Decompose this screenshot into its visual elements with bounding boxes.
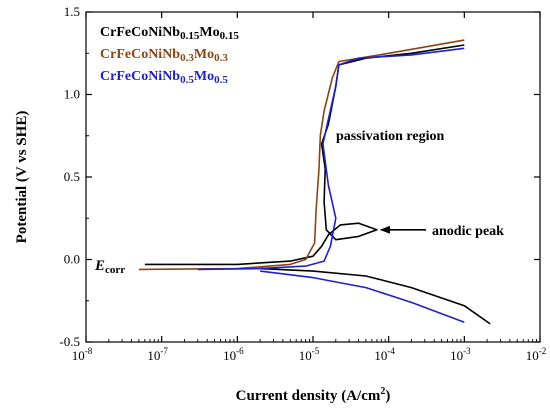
ecorr-subscript: corr: [105, 264, 125, 276]
legend: CrFeCoNiNb0.15Mo0.15 CrFeCoNiNb0.3Mo0.3 Cr…: [100, 25, 239, 86]
x-tick-label: 10-7: [147, 346, 168, 363]
x-tick-label: 10-6: [223, 346, 244, 363]
x-tick-label: 10-4: [374, 346, 395, 363]
x-axis-label-superscript: 2: [380, 386, 385, 397]
x-axis-ticks: 10-8 10-7 10-6 10-5 10-4 10-3 10-2: [72, 12, 547, 363]
x-tick-label: 10-2: [526, 346, 547, 363]
y-axis-ticks: -0.5 0.0 0.5 1.0 1.5: [59, 4, 540, 349]
annotation-ecorr: Ecorr: [94, 258, 125, 276]
legend-entry-2: CrFeCoNiNb0.3Mo0.3: [100, 47, 228, 64]
annotation-passivation-region: passivation region: [336, 129, 444, 144]
series-line-2: [138, 39, 465, 271]
x-tick-label: 10-5: [299, 346, 320, 363]
legend-entry-3: CrFeCoNiNb0.5Mo0.5: [100, 69, 228, 86]
x-axis-label-text: Current density (A/cm: [236, 388, 381, 404]
annotation-anodic-peak: anodic peak: [432, 224, 504, 239]
y-axis-label: Potential (V vs SHE): [14, 111, 30, 244]
y-tick-label: 1.5: [64, 4, 80, 19]
y-tick-label: 0.5: [64, 169, 80, 184]
x-tick-label: 10-3: [450, 346, 471, 363]
x-tick-label: 10-8: [72, 346, 93, 363]
series-line-3: [197, 47, 465, 323]
y-tick-label: 1.0: [64, 87, 80, 102]
x-axis-label: Current density (A/cm2): [236, 386, 391, 404]
series-layer: [138, 39, 491, 325]
ecorr-symbol: E: [94, 258, 105, 274]
y-tick-label: 0.0: [64, 252, 80, 267]
legend-entry-1: CrFeCoNiNb0.15Mo0.15: [100, 25, 239, 42]
y-tick-label: -0.5: [59, 334, 80, 349]
x-axis-label-tail: ): [385, 388, 390, 404]
